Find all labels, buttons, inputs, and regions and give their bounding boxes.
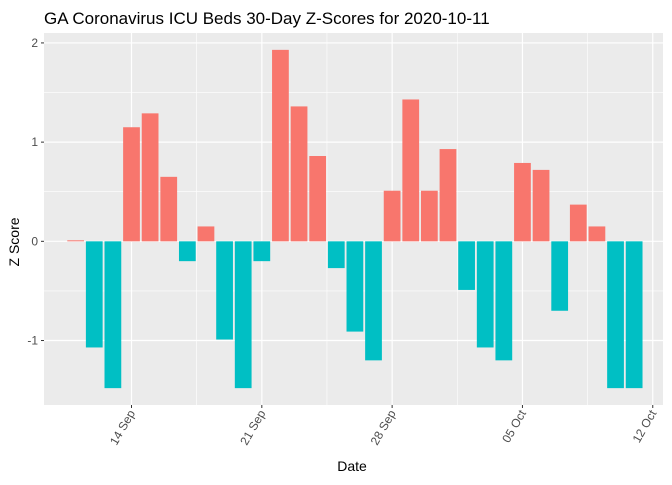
bar	[514, 162, 531, 242]
bar	[327, 241, 345, 269]
bars	[67, 49, 643, 389]
bar	[365, 241, 382, 361]
x-axis-label: Date	[337, 458, 367, 474]
x-tick-label: 28 Sep	[368, 407, 399, 447]
bar	[551, 241, 569, 311]
x-tick-label: 05 Oct	[499, 407, 529, 445]
y-tick-label: 1	[31, 135, 38, 149]
bar	[495, 241, 513, 361]
bar	[476, 241, 494, 348]
bar	[532, 169, 550, 242]
bar	[178, 241, 196, 262]
x-tick-label: 14 Sep	[107, 407, 138, 447]
bar	[402, 99, 420, 242]
bar	[607, 241, 624, 389]
bar	[234, 241, 252, 389]
x-tick-label: 12 Oct	[630, 407, 660, 445]
bar	[141, 113, 159, 242]
bar	[67, 240, 85, 242]
bar	[290, 106, 308, 242]
bar	[104, 241, 122, 389]
bar	[383, 190, 401, 242]
y-tick-label: 2	[31, 36, 38, 50]
x-axis: 14 Sep 21 Sep 28 Sep 05 Oct 12 Oct	[107, 405, 660, 447]
x-tick-label: 21 Sep	[237, 407, 268, 447]
bar	[588, 226, 606, 242]
y-tick-label: 0	[31, 234, 38, 248]
bar	[160, 176, 178, 242]
bar	[420, 190, 438, 242]
bar	[346, 241, 364, 332]
bar	[569, 204, 587, 242]
bar	[216, 241, 233, 340]
y-axis-label: Z Score	[6, 217, 22, 266]
bar	[123, 127, 140, 242]
y-tick-label: -1	[27, 334, 38, 348]
bar	[458, 241, 475, 290]
bar	[85, 241, 103, 348]
chart-title: GA Coronavirus ICU Beds 30-Day Z-Scores …	[44, 9, 490, 28]
bar	[253, 241, 271, 262]
bar	[439, 149, 457, 242]
bar	[272, 49, 289, 242]
y-axis: -1 0 1 2	[27, 36, 44, 348]
bar	[197, 226, 215, 242]
bar	[309, 156, 327, 242]
bar	[625, 241, 643, 389]
